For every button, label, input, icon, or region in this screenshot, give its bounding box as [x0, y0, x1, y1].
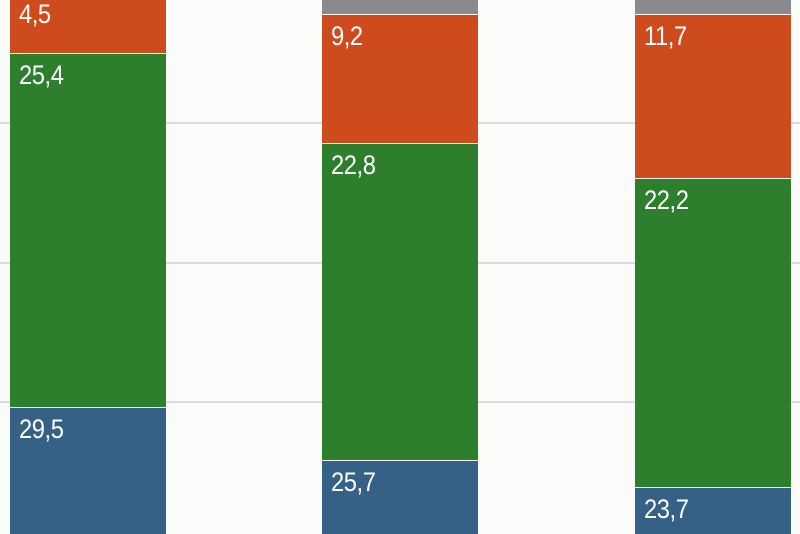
bar-column-3: 11,7 22,2 23,7: [635, 0, 791, 534]
segment-green: 22,2: [635, 179, 791, 488]
segment-value-label: 4,5: [19, 0, 51, 29]
segment-blue: 23,7: [635, 488, 791, 534]
segment-value-label: 11,7: [644, 21, 687, 51]
segment-gray: [322, 0, 478, 15]
bar-column-1: 4,5 25,4 29,5: [10, 0, 166, 534]
segment-value-label: 22,8: [331, 150, 376, 180]
segment-orange: 11,7: [635, 15, 791, 179]
bar-column-2: 9,2 22,8 25,7: [322, 0, 478, 534]
segment-value-label: 29,5: [19, 414, 64, 444]
segment-green: 25,4: [10, 54, 166, 408]
segment-value-label: 22,2: [644, 185, 689, 215]
segment-value-label: 25,4: [19, 60, 64, 90]
segment-value-label: 23,7: [644, 494, 689, 524]
segment-value-label: 25,7: [331, 467, 376, 497]
segment-green: 22,8: [322, 144, 478, 461]
segment-value-label: 9,2: [331, 21, 363, 51]
segment-blue: 29,5: [10, 408, 166, 534]
segment-gray: [635, 0, 791, 15]
segment-orange: 4,5: [10, 0, 166, 54]
segment-blue: 25,7: [322, 461, 478, 534]
segment-orange: 9,2: [322, 15, 478, 144]
